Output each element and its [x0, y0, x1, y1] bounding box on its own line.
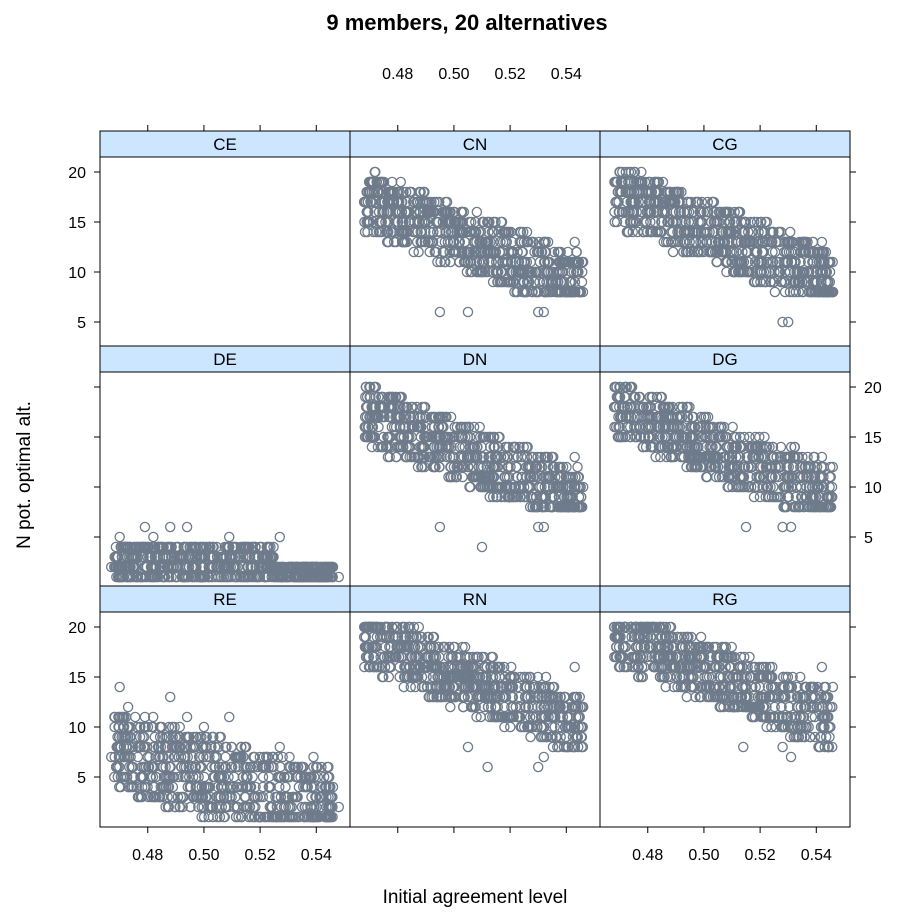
- point: [476, 541, 488, 553]
- point: [223, 531, 235, 543]
- strip-ce: [99, 130, 351, 158]
- panel-dg: DG: [599, 345, 851, 588]
- point: [569, 236, 580, 248]
- point: [802, 451, 813, 463]
- point: [532, 306, 544, 318]
- point: [782, 316, 794, 328]
- point: [114, 531, 125, 543]
- point: [576, 276, 588, 288]
- strip-cn: [349, 130, 601, 158]
- point: [740, 521, 752, 533]
- strip-label-dn: DN: [463, 350, 488, 369]
- panel-re: RE: [99, 585, 351, 828]
- point: [395, 176, 407, 188]
- panel-cg: CG: [599, 130, 851, 373]
- point: [391, 451, 402, 463]
- points-dg: [608, 381, 839, 533]
- point: [457, 471, 468, 483]
- point: [369, 166, 381, 178]
- point: [434, 306, 446, 318]
- points-re: [105, 681, 345, 823]
- point: [816, 236, 828, 248]
- point: [122, 701, 134, 713]
- strip-label-dg: DG: [712, 350, 738, 369]
- points-de: [105, 521, 345, 583]
- chart-title: 9 members, 20 alternatives: [326, 10, 607, 35]
- point: [711, 256, 723, 268]
- panel-de: DE: [99, 345, 351, 588]
- point: [434, 521, 446, 533]
- points-dn: [359, 381, 589, 553]
- point: [572, 461, 583, 473]
- point: [308, 751, 319, 763]
- point: [263, 771, 275, 783]
- point: [577, 266, 588, 278]
- point: [538, 521, 550, 533]
- point: [408, 246, 420, 258]
- point: [164, 691, 176, 703]
- point: [727, 421, 738, 433]
- point: [274, 741, 286, 753]
- point: [470, 216, 481, 228]
- panel-ce: CE: [99, 130, 351, 373]
- point: [462, 306, 474, 318]
- point: [748, 491, 760, 503]
- panel-cn: CN: [349, 130, 601, 373]
- panel-frame-ce: [99, 156, 351, 373]
- point: [164, 521, 176, 533]
- point: [571, 246, 582, 258]
- points-cg: [609, 166, 839, 328]
- point: [471, 206, 483, 218]
- point: [538, 306, 550, 318]
- point: [198, 721, 210, 733]
- points-cn: [358, 166, 589, 318]
- point: [139, 521, 151, 533]
- strip-label-cg: CG: [712, 135, 738, 154]
- point: [569, 276, 581, 288]
- point: [784, 226, 796, 238]
- y-axis-label: N pot. optimal alt.: [14, 401, 35, 549]
- point: [148, 531, 159, 543]
- strip-label-de: DE: [213, 350, 237, 369]
- point: [223, 711, 235, 723]
- point: [181, 711, 193, 723]
- strip-label-re: RE: [213, 590, 237, 609]
- x-axis-label: Initial agreement level: [383, 887, 568, 908]
- point: [181, 521, 193, 533]
- point: [129, 711, 141, 723]
- point: [114, 681, 125, 693]
- point: [220, 751, 231, 763]
- point: [274, 531, 286, 543]
- point: [488, 226, 499, 238]
- point: [488, 216, 499, 228]
- point: [769, 286, 781, 298]
- point: [513, 256, 525, 268]
- point: [275, 761, 286, 773]
- point: [569, 451, 580, 463]
- point: [667, 246, 679, 258]
- strip-label-cn: CN: [463, 135, 488, 154]
- strip-label-ce: CE: [213, 135, 237, 154]
- point: [371, 226, 382, 238]
- point: [461, 266, 473, 278]
- panel-dn: DN: [349, 345, 601, 588]
